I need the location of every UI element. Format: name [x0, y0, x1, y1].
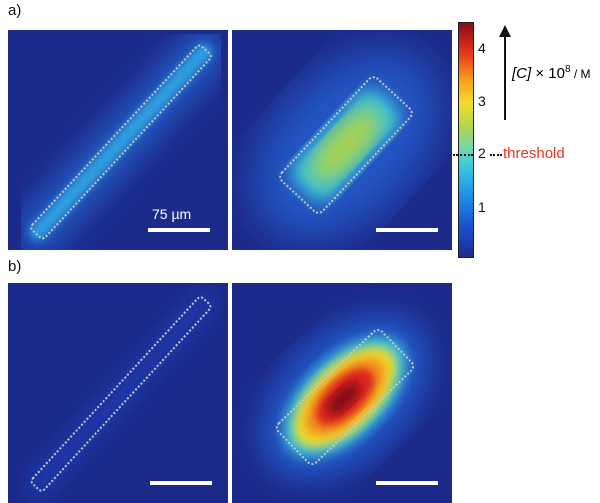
threshold-marker	[453, 154, 473, 156]
scale-bar	[376, 481, 438, 485]
threshold-leader	[490, 154, 502, 156]
colorbar	[458, 22, 474, 258]
axis-label-exponent: 8	[564, 64, 571, 75]
axis-label-times: × 10	[531, 65, 565, 82]
panel-b-right	[232, 283, 452, 503]
panel-a-left: 75 µm	[8, 30, 228, 250]
colorbar-tick-2: 2	[478, 145, 486, 161]
panel-b-left	[8, 283, 228, 503]
colorbar-tick-4: 4	[478, 40, 486, 56]
colorbar-tick-1: 1	[478, 199, 486, 215]
panel-a-right	[232, 30, 452, 250]
heatmap-b-right	[232, 283, 452, 503]
axis-arrow-shaft	[504, 34, 506, 120]
colorbar-axis-label: [C] × 108 / M	[512, 64, 591, 82]
panel-label-b: b)	[8, 258, 22, 275]
scale-bar	[150, 481, 212, 485]
axis-label-symbol: [C]	[512, 65, 532, 82]
panel-label-a: a)	[8, 2, 22, 19]
heatmap-a-left	[8, 30, 228, 250]
scale-bar	[148, 228, 210, 232]
scale-bar	[376, 228, 438, 232]
rod-outline	[30, 44, 212, 240]
axis-label-unit: / M	[570, 67, 591, 81]
up-arrow-icon	[499, 25, 511, 37]
scale-bar-label: 75 µm	[152, 206, 192, 222]
threshold-label: threshold	[503, 145, 565, 162]
colorbar-tick-3: 3	[478, 93, 486, 109]
heatmap-a-right	[232, 30, 452, 250]
heatmap-b-left	[8, 283, 228, 503]
